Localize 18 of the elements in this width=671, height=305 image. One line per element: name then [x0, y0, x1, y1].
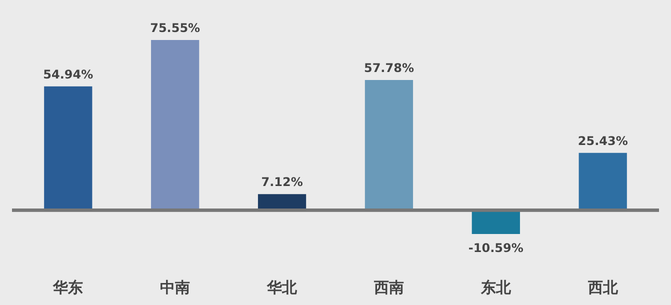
data-label: -10.59% [468, 241, 524, 255]
data-label: 7.12% [261, 175, 303, 190]
x-tick-label: 华北 [266, 278, 298, 296]
data-label: 75.55% [150, 21, 200, 35]
bar [151, 40, 200, 210]
x-tick-label: 西北 [586, 278, 619, 296]
x-tick-label: 中南 [160, 278, 190, 296]
bar [578, 152, 627, 210]
bar [364, 80, 414, 210]
data-label: 57.78% [364, 61, 414, 76]
x-tick-label: 西南 [372, 278, 404, 296]
bar [258, 194, 306, 210]
x-tick-label: 东北 [480, 278, 512, 296]
data-label: 25.43% [578, 134, 628, 148]
x-tick-label: 华东 [52, 278, 84, 296]
bar [44, 86, 92, 210]
data-label: 54.94% [43, 67, 94, 82]
bar [472, 210, 520, 234]
